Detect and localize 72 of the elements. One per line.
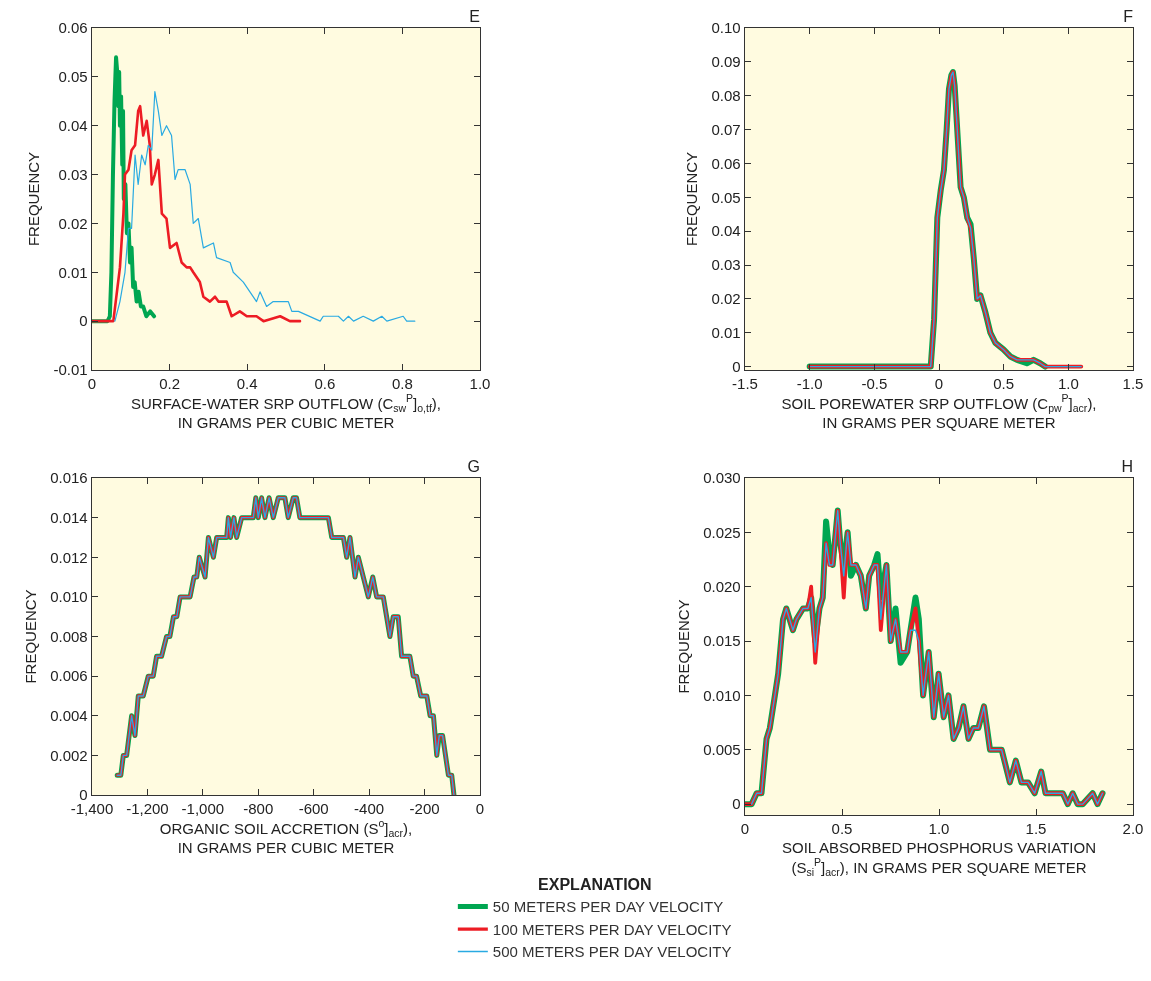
x-axis-title: ORGANIC SOIL ACCRETION (S$^{o}$]$_{acr}$), IN GRAMS PER CUBIC METER bbox=[159, 817, 413, 857]
y-tick-label: 0.03 bbox=[58, 165, 88, 183]
y-tick-label: 0 bbox=[732, 357, 741, 375]
legend-label: 100 METERS PER DAY VELOCITY bbox=[492, 920, 732, 938]
x-tick-label: 0 bbox=[934, 375, 944, 393]
x-tick-label: 1.0 bbox=[928, 820, 950, 838]
y-tick-label: 0.016 bbox=[50, 469, 88, 487]
y-tick-label: 0.020 bbox=[703, 577, 741, 595]
x-axis-title: SOIL ABSORBED PHOSPHORUS VARIATION (S$_{si}$$^{P}$]$_{acr}$), IN GRAMS PER SQUARE METER bbox=[782, 839, 1096, 878]
x-tick-label: 0.8 bbox=[391, 375, 413, 393]
y-tick-label: 0.04 bbox=[711, 222, 741, 240]
x-tick-label: 0.2 bbox=[159, 375, 181, 393]
x-tick-label: 0.4 bbox=[236, 375, 258, 393]
y-tick-label: 0.015 bbox=[703, 632, 741, 650]
y-tick-label: 0.06 bbox=[58, 19, 88, 37]
text: SOIL POREWATER SRP OUTFLOW (C$_{pw}$$^{P}$]$_{acr}$), IN GRAMS PER SQUARE METER bbox=[781, 392, 1097, 432]
x-tick-label: 0.6 bbox=[314, 375, 336, 393]
y-tick-label: -0.01 bbox=[53, 361, 88, 379]
y-tick-label: 0.10 bbox=[711, 19, 741, 37]
x-tick-label: -1,000 bbox=[181, 800, 225, 818]
x-tick-label: 1.0 bbox=[1057, 375, 1079, 393]
y-axis-title: FREQUENCY bbox=[682, 151, 700, 247]
y-axis-title: FREQUENCY bbox=[674, 599, 692, 694]
x-tick-label: 1.5 bbox=[1025, 820, 1047, 838]
x-tick-label: 0.5 bbox=[831, 820, 853, 838]
y-tick-label: 0.010 bbox=[703, 686, 741, 704]
y-tick-label: 0.02 bbox=[58, 214, 88, 232]
y-tick-label: 0.004 bbox=[50, 707, 88, 724]
x-tick-label: -1.5 bbox=[732, 375, 758, 393]
y-tick-label: 0.010 bbox=[50, 588, 88, 606]
y-tick-label: 0.002 bbox=[50, 746, 88, 764]
y-tick-label: 0.01 bbox=[58, 263, 88, 281]
x-tick-label: -200 bbox=[409, 800, 440, 818]
x-tick-label: 2.0 bbox=[1122, 820, 1144, 838]
legend-label: 50 METERS PER DAY VELOCITY bbox=[492, 898, 724, 916]
x-tick-label: -800 bbox=[243, 800, 274, 818]
y-tick-label: 0.08 bbox=[711, 86, 741, 104]
y-tick-label: 0.05 bbox=[58, 68, 88, 86]
x-tick-label: 0 bbox=[475, 800, 485, 818]
y-tick-label: 0.06 bbox=[711, 154, 741, 172]
x-tick-label: 0.5 bbox=[993, 375, 1015, 393]
y-tick-label: 0.012 bbox=[50, 548, 88, 566]
chart-title: G bbox=[467, 458, 480, 475]
y-tick-label: 0.04 bbox=[58, 116, 88, 134]
chart-title: F bbox=[1123, 8, 1134, 25]
y-tick-label: 0.05 bbox=[711, 188, 741, 206]
legend-label: 500 METERS PER DAY VELOCITY bbox=[492, 943, 732, 961]
y-tick-label: 0.008 bbox=[50, 627, 88, 645]
y-tick-label: 0.025 bbox=[703, 523, 741, 541]
y-axis-title: FREQUENCY bbox=[24, 151, 42, 247]
chart-title: E bbox=[469, 8, 480, 25]
x-tick-label: -600 bbox=[298, 800, 329, 818]
y-tick-label: 0.030 bbox=[703, 469, 741, 487]
y-tick-label: 0.09 bbox=[711, 53, 741, 71]
y-tick-label: 0.006 bbox=[50, 667, 88, 685]
x-tick-label: -1,200 bbox=[126, 800, 169, 818]
x-tick-label: 1.0 bbox=[469, 375, 491, 393]
text: SURFACE-WATER SRP OUTFLOW (C$_{sw}$$^{P}$]$_{o,tf}$), IN GRAMS PER CUBIC METER bbox=[130, 392, 442, 432]
y-tick-label: 0 bbox=[79, 312, 88, 330]
x-tick-label: -0.5 bbox=[861, 375, 888, 393]
y-tick-label: 0.01 bbox=[711, 324, 741, 341]
y-tick-label: 0.005 bbox=[703, 741, 741, 759]
x-tick-label: -1.0 bbox=[796, 375, 823, 393]
y-tick-label: 0.03 bbox=[711, 256, 741, 274]
y-axis-title: FREQUENCY bbox=[21, 589, 39, 684]
y-tick-label: 0.07 bbox=[711, 120, 741, 138]
x-tick-label: -400 bbox=[354, 800, 385, 818]
chart-title: H bbox=[1121, 458, 1133, 475]
y-tick-label: 0.02 bbox=[711, 290, 741, 308]
legend-title: EXPLANATION bbox=[538, 876, 652, 894]
x-tick-label: 1.5 bbox=[1122, 375, 1144, 393]
y-tick-label: 0.014 bbox=[50, 508, 88, 526]
